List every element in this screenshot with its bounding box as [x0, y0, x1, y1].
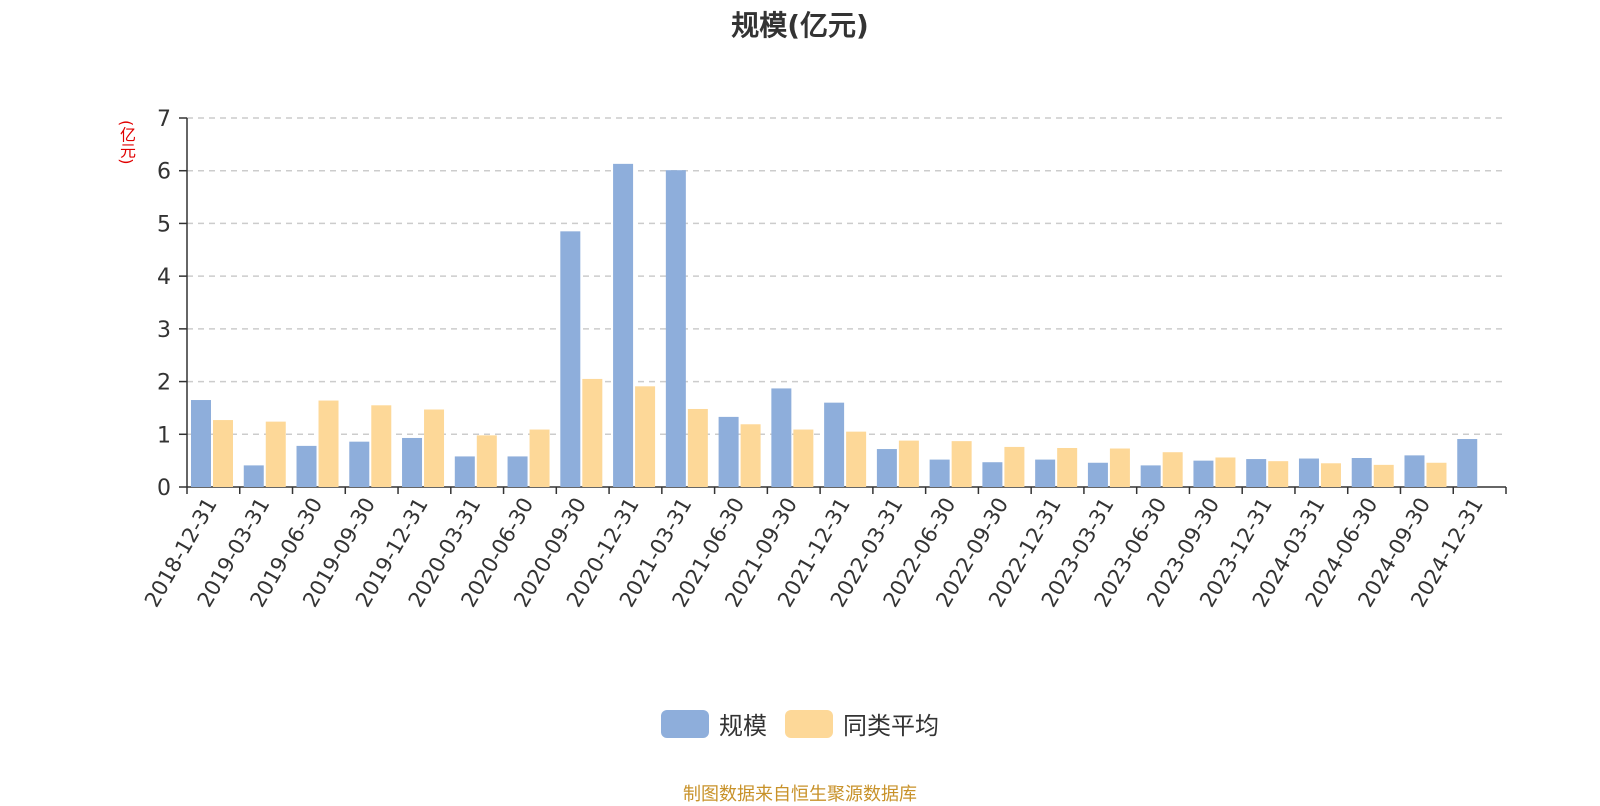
bar-scale [929, 459, 950, 487]
bar-peer-average [1426, 462, 1447, 487]
bar-scale [613, 163, 634, 487]
bar-scale [402, 437, 423, 487]
bar-peer-average [529, 429, 550, 487]
bar-peer-average [1057, 447, 1078, 487]
bar-peer-average [582, 378, 603, 487]
bar-scale [1298, 458, 1319, 487]
y-tick-label: 7 [157, 107, 171, 132]
bar-scale [665, 170, 686, 488]
bar-scale [718, 416, 739, 487]
bar-scale [1404, 455, 1425, 487]
bar-peer-average [687, 408, 708, 487]
bar-scale [876, 449, 897, 487]
bar-scale [507, 456, 528, 487]
bar-scale [1351, 458, 1372, 487]
data-source-note: 制图数据来自恒生聚源数据库 [683, 784, 917, 805]
bar-peer-average [371, 405, 392, 487]
legend: 规模 同类平均 [0, 706, 1600, 741]
bar-scale [771, 388, 792, 487]
chart-title: 规模(亿元) [731, 9, 869, 42]
bar-peer-average [1268, 461, 1289, 487]
bar-peer-average [740, 424, 761, 487]
y-tick-label: 2 [157, 371, 171, 396]
bar-scale [454, 456, 475, 487]
legend-swatch-peer-average [785, 709, 833, 738]
bar-scale [1457, 439, 1478, 487]
bar-peer-average [898, 440, 919, 487]
y-tick-label: 6 [157, 160, 171, 185]
bar-peer-average [1004, 446, 1025, 487]
bar-scale [243, 465, 264, 487]
bar-peer-average [846, 431, 867, 487]
bar-scale [1035, 459, 1056, 487]
bar-peer-average [951, 441, 972, 487]
bar-scale [191, 400, 211, 487]
bar-peer-average [213, 420, 233, 487]
legend-item-scale[interactable]: 规模 [661, 706, 767, 741]
y-tick-label: 1 [157, 423, 171, 448]
bar-scale [560, 231, 581, 487]
bar-peer-average [1109, 448, 1130, 487]
bar-peer-average [1320, 463, 1341, 487]
bar-scale [349, 441, 370, 487]
bar-scale [1246, 459, 1267, 487]
bar-peer-average [1373, 464, 1394, 487]
bar-scale [296, 445, 317, 487]
legend-swatch-scale [661, 709, 709, 738]
bar-peer-average [1162, 452, 1183, 487]
bar-peer-average [1215, 457, 1236, 487]
y-tick-label: 4 [157, 265, 171, 290]
bar-peer-average [265, 421, 286, 487]
bar-peer-average [424, 409, 445, 487]
bar-scale [1087, 462, 1108, 487]
bar-scale [1140, 465, 1161, 487]
y-tick-label: 3 [157, 318, 171, 343]
legend-label-peer-average: 同类平均 [843, 712, 939, 740]
bar-peer-average [793, 429, 814, 487]
bar-peer-average [635, 386, 656, 487]
y-tick-label: 5 [157, 212, 171, 237]
y-tick-label: 0 [157, 476, 171, 501]
bar-peer-average [476, 435, 497, 487]
bar-peer-average [318, 400, 339, 487]
legend-item-peer-average[interactable]: 同类平均 [785, 706, 939, 741]
bar-scale [824, 402, 845, 487]
y-axis-unit-label: (亿元) [117, 120, 136, 165]
bar-chart: 012345672018-12-312019-03-312019-06-3020… [140, 107, 1507, 611]
legend-label-scale: 规模 [719, 712, 767, 740]
bar-scale [1193, 460, 1214, 487]
bar-scale [982, 462, 1003, 487]
